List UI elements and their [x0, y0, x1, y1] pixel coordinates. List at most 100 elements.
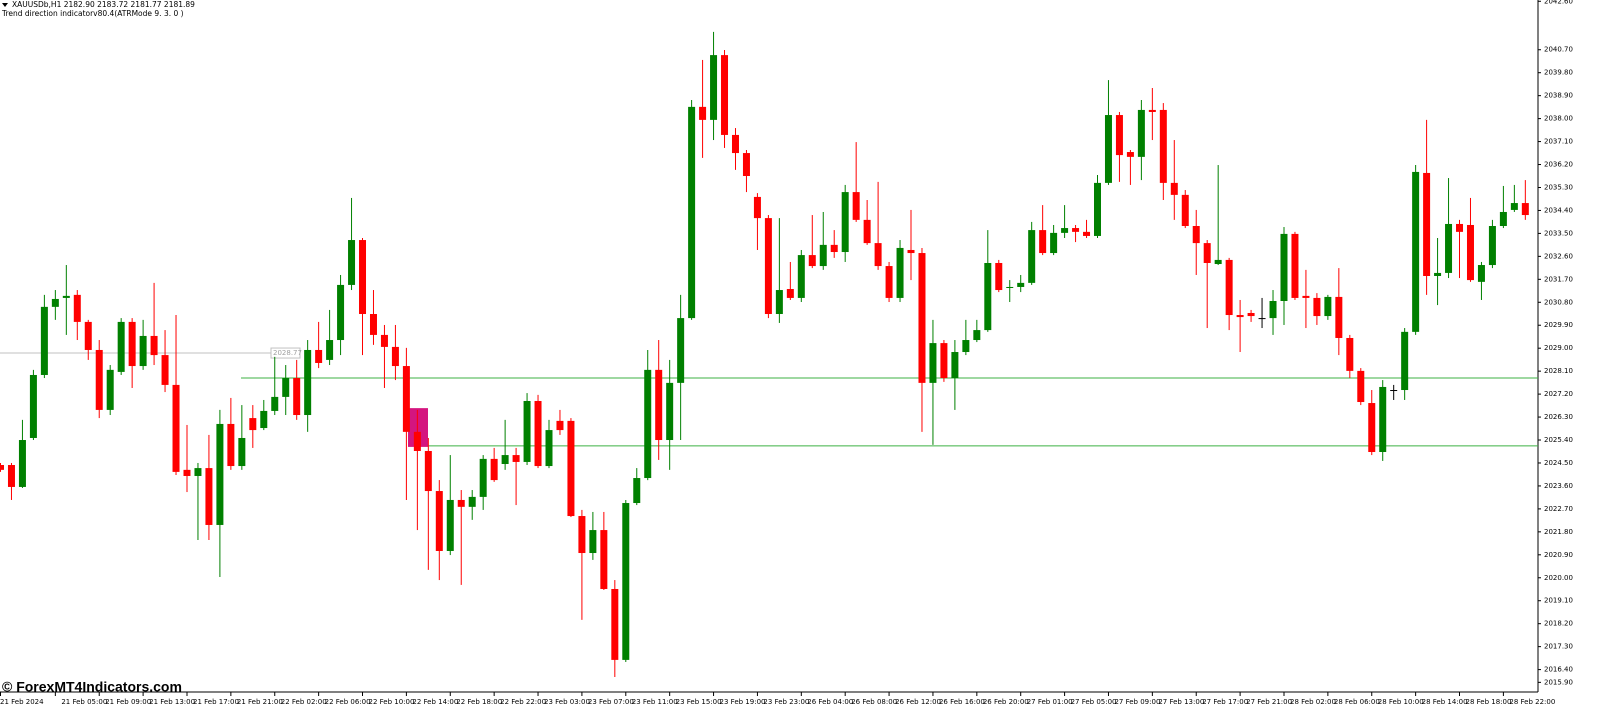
- symbol-info: XAUUSDb,H1 2182.90 2183.72 2181.77 2181.…: [12, 0, 195, 9]
- y-tick-label: 2016.40: [1544, 666, 1573, 674]
- candle-body: [633, 478, 641, 504]
- candle-body: [1466, 224, 1474, 281]
- candle-body: [1028, 230, 1036, 283]
- x-tick-label: 27 Feb 17:00: [1202, 698, 1248, 706]
- candle-body: [874, 243, 882, 267]
- x-tick-label: 28 Feb 18:00: [1466, 698, 1512, 706]
- candle-body: [1324, 296, 1332, 317]
- candle-body: [468, 496, 476, 507]
- candle-body: [567, 420, 575, 517]
- candle-body: [73, 294, 81, 322]
- x-tick-label: 28 Feb 10:00: [1378, 698, 1424, 706]
- x-tick-label: 27 Feb 01:00: [1027, 698, 1073, 706]
- x-tick-label: 21 Feb 09:00: [105, 698, 151, 706]
- candle-body: [1083, 231, 1091, 236]
- watermark: © ForexMT4Indicators.com: [2, 679, 182, 695]
- candle-body: [1510, 203, 1518, 210]
- y-tick-label: 2038.90: [1544, 92, 1573, 100]
- candle-body: [808, 255, 816, 267]
- x-tick-label: 28 Feb 22:00: [1509, 698, 1555, 706]
- candle-body: [402, 366, 410, 432]
- y-tick-label: 2039.80: [1544, 69, 1573, 77]
- y-tick-label: 2021.80: [1544, 528, 1573, 536]
- candle-body: [962, 340, 970, 353]
- x-tick-label: 27 Feb 21:00: [1246, 698, 1292, 706]
- candle-body: [326, 340, 334, 360]
- candle-body: [764, 218, 772, 315]
- x-tick-label: 28 Feb 06:00: [1334, 698, 1380, 706]
- candle-body: [1050, 232, 1058, 254]
- candle-body: [435, 491, 443, 551]
- candle-body: [666, 382, 674, 441]
- y-tick-label: 2034.40: [1544, 206, 1573, 214]
- x-tick-label: 23 Feb 23:00: [763, 698, 809, 706]
- y-tick-label: 2020.90: [1544, 551, 1573, 559]
- candle-body: [1104, 115, 1112, 183]
- x-tick-label: 26 Feb 08:00: [851, 698, 897, 706]
- candle-body: [1039, 230, 1047, 254]
- candle-body: [1258, 318, 1266, 320]
- y-tick-label: 2038.00: [1544, 115, 1573, 123]
- candle-body: [973, 330, 981, 341]
- candle-body: [1236, 315, 1244, 318]
- y-tick-label: 2025.40: [1544, 436, 1573, 444]
- candle-body: [194, 468, 202, 476]
- candle-body: [1017, 282, 1025, 287]
- x-tick-label: 26 Feb 20:00: [983, 698, 1029, 706]
- y-tick-label: 2040.70: [1544, 46, 1573, 54]
- y-tick-label: 2037.10: [1544, 138, 1573, 146]
- candle-body: [29, 374, 37, 438]
- candle-body: [161, 355, 169, 385]
- menu-arrow[interactable]: [2, 3, 8, 7]
- x-tick-label: 23 Feb 07:00: [588, 698, 634, 706]
- candle-body: [775, 290, 783, 315]
- x-tick-label: 28 Feb 14:00: [1422, 698, 1468, 706]
- candle-body: [293, 378, 301, 416]
- candle-body: [1423, 172, 1431, 276]
- candle-body: [315, 349, 323, 363]
- candle-body: [1390, 390, 1398, 392]
- candle-body: [271, 396, 279, 411]
- indicator-label: Trend direction indicatorv80.4(ATRMode 9…: [1, 9, 184, 18]
- candle-body: [348, 240, 356, 285]
- y-tick-label: 2032.60: [1544, 252, 1573, 260]
- candle-body: [995, 262, 1003, 291]
- candle-body: [490, 458, 498, 481]
- candle-body: [424, 450, 432, 492]
- candle-body: [644, 369, 652, 479]
- candle-body: [841, 192, 849, 253]
- candle-body: [501, 455, 509, 464]
- candle-body: [589, 530, 597, 554]
- candle-body: [1302, 295, 1310, 298]
- candle-body: [885, 266, 893, 298]
- y-tick-label: 2024.50: [1544, 459, 1573, 467]
- candle-body: [457, 499, 465, 507]
- candle-body: [1401, 331, 1409, 391]
- candle-body: [512, 455, 520, 462]
- x-tick-label: 23 Feb 15:00: [676, 698, 722, 706]
- y-tick-label: 2029.00: [1544, 344, 1573, 352]
- candle-body: [1412, 171, 1420, 332]
- candle-body: [1006, 286, 1014, 288]
- candle-body: [1126, 152, 1134, 157]
- y-tick-label: 2028.10: [1544, 367, 1573, 375]
- candle-body: [1159, 109, 1167, 183]
- candle-body: [479, 458, 487, 497]
- candle-body: [863, 219, 871, 244]
- candle-body: [1181, 194, 1189, 227]
- candle-body: [84, 321, 92, 350]
- candle-body: [337, 284, 345, 341]
- candle-body: [655, 369, 663, 441]
- candle-body: [545, 430, 553, 467]
- candle-body: [699, 106, 707, 120]
- candle-body: [984, 262, 992, 331]
- candle-body: [797, 255, 805, 298]
- candle-body: [18, 440, 26, 487]
- y-tick-label: 2019.10: [1544, 597, 1573, 605]
- x-tick-label: 21 Feb 2024: [0, 698, 44, 706]
- x-tick-label: 21 Feb 21:00: [237, 698, 283, 706]
- y-tick-label: 2022.70: [1544, 505, 1573, 513]
- candle-body: [446, 499, 454, 551]
